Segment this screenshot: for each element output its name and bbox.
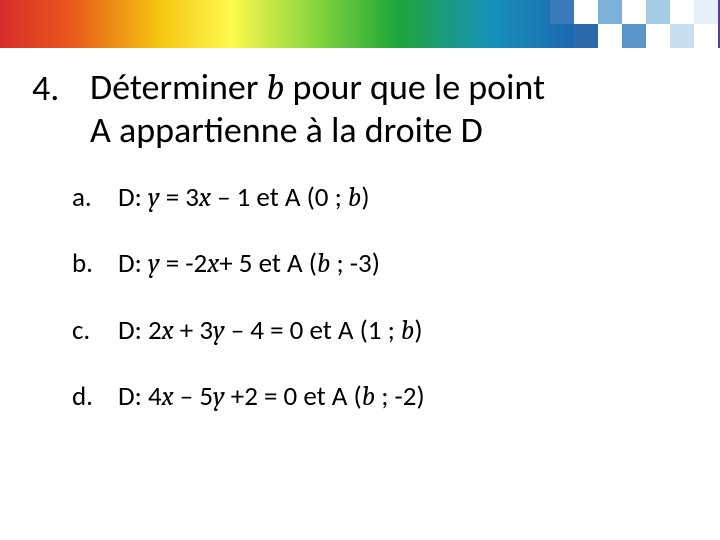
var: x xyxy=(162,381,174,412)
item-letter: b. xyxy=(72,248,118,280)
item-body: D: 2x + 3y – 4 = 0 et A (1 ; b) xyxy=(118,315,423,347)
list-item: a. D: y = 3x – 1 et A (0 ; b) xyxy=(72,182,690,214)
item-body: D: 4x – 5y +2 = 0 et A (b ; -2) xyxy=(118,381,425,413)
list-item: c. D: 2x + 3y – 4 = 0 et A (1 ; b) xyxy=(72,315,690,347)
txt: – 5 xyxy=(174,380,213,413)
item-body: D: y = 3x – 1 et A (0 ; b) xyxy=(118,182,370,214)
prefix: D: 2 xyxy=(118,314,162,347)
title-var-b: b xyxy=(267,67,285,108)
var: b xyxy=(401,315,414,346)
var: b xyxy=(317,248,330,279)
prefix: D: 4 xyxy=(118,380,162,413)
var: b xyxy=(362,381,375,412)
question-number: 4. xyxy=(30,66,90,110)
title-part1: Déterminer xyxy=(90,65,267,109)
txt: + 3 xyxy=(174,314,213,347)
question-title: 4. Déterminer b pour que le point A appa… xyxy=(30,66,690,152)
var: y xyxy=(213,315,225,346)
header-bar xyxy=(0,0,720,48)
item-letter: d. xyxy=(72,381,118,413)
title-line2: A appartienne à la droite D xyxy=(90,108,483,152)
var: y xyxy=(213,381,225,412)
slide-content: 4. Déterminer b pour que le point A appa… xyxy=(0,48,720,414)
txt: + 5 et A ( xyxy=(219,247,317,280)
list-item: b. D: y = -2x+ 5 et A (b ; -3) xyxy=(72,248,690,280)
list-item: d. D: 4x – 5y +2 = 0 et A (b ; -2) xyxy=(72,381,690,413)
var: x xyxy=(207,248,219,279)
txt: – 4 = 0 et A (1 ; xyxy=(225,314,401,347)
var: y xyxy=(148,248,160,279)
txt: +2 = 0 et A ( xyxy=(225,380,362,413)
item-letter: a. xyxy=(72,182,118,214)
items-list: a. D: y = 3x – 1 et A (0 ; b) b. D: y = … xyxy=(30,182,690,414)
txt: ) xyxy=(361,181,369,214)
prefix: D: xyxy=(118,181,148,214)
txt: ; -2) xyxy=(375,380,425,413)
prefix: D: xyxy=(118,247,148,280)
txt: = -2 xyxy=(160,247,208,280)
item-body: D: y = -2x+ 5 et A (b ; -3) xyxy=(118,248,380,280)
txt: ) xyxy=(414,314,422,347)
var: y xyxy=(148,182,160,213)
title-part1-after: pour que le point xyxy=(284,65,545,109)
txt: – 1 et A (0 ; xyxy=(211,181,348,214)
item-letter: c. xyxy=(72,315,118,347)
corner-pattern xyxy=(550,0,720,48)
txt: = 3 xyxy=(160,181,199,214)
var: b xyxy=(348,182,361,213)
var: x xyxy=(199,182,211,213)
question-text: Déterminer b pour que le point A apparti… xyxy=(90,66,545,152)
var: x xyxy=(162,315,174,346)
txt: ; -3) xyxy=(330,247,380,280)
